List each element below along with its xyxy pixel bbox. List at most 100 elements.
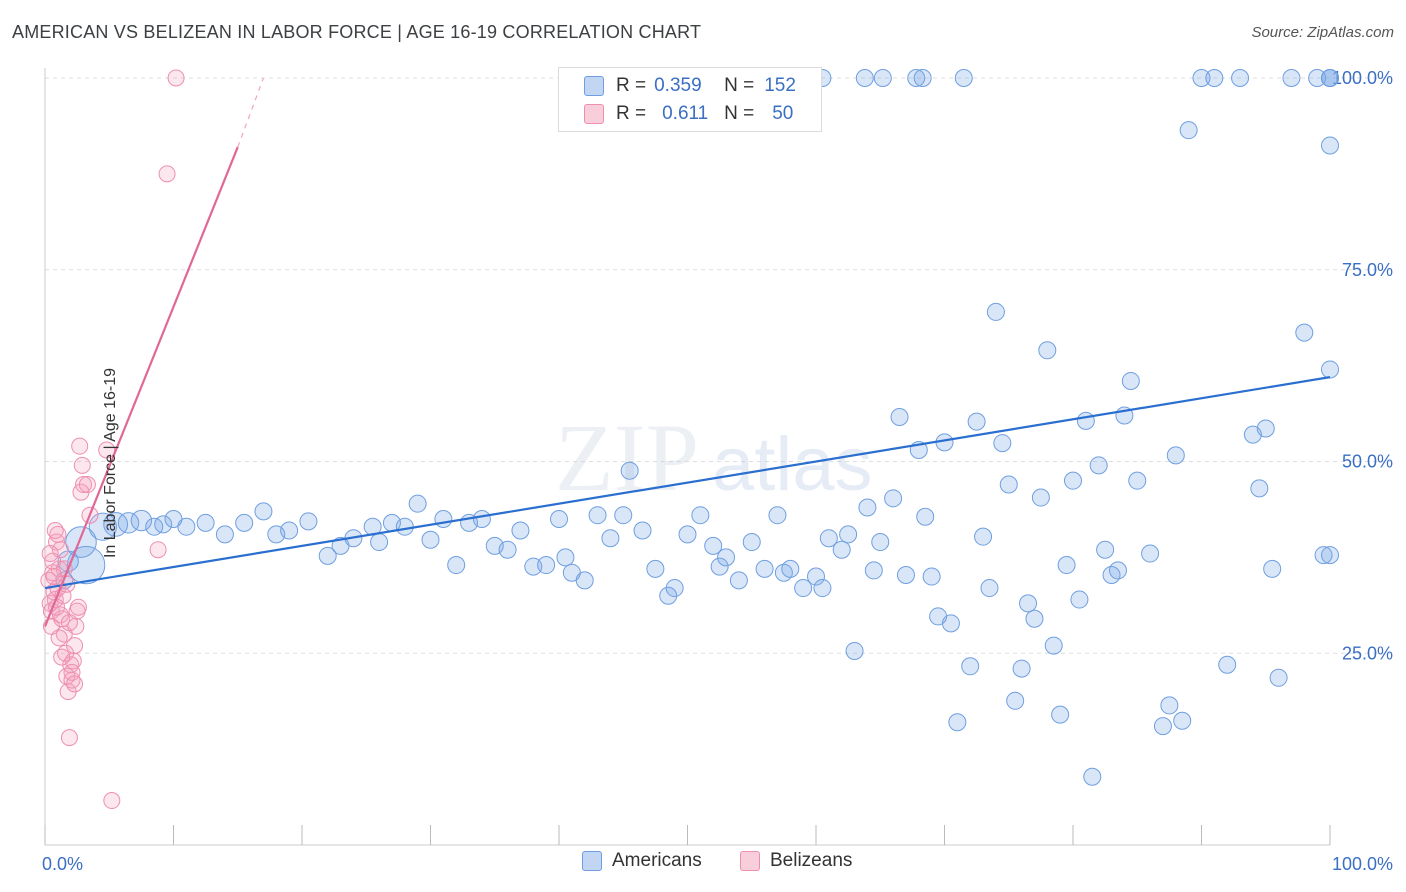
american-point [1321, 69, 1339, 87]
legend-n-label: N = [724, 103, 755, 124]
american-point [1308, 69, 1327, 87]
belizean-point [60, 614, 78, 632]
grid-lines [45, 77, 1390, 654]
american-point [986, 302, 1005, 321]
belizean-point [71, 437, 89, 455]
american-point [472, 510, 491, 529]
american-point [498, 540, 517, 559]
american-point [717, 548, 736, 567]
american-point [1179, 121, 1198, 140]
american-point [646, 559, 665, 578]
american-point [1250, 479, 1269, 498]
american-point [408, 494, 427, 513]
american-point [1019, 594, 1038, 613]
american-point [1173, 711, 1192, 730]
legend-americans: Americans [582, 850, 702, 872]
belizean-point [78, 476, 96, 494]
american-point [130, 509, 153, 532]
american-point [65, 526, 97, 558]
american-point [1295, 323, 1314, 342]
american-point [524, 557, 543, 576]
american-point [575, 571, 594, 590]
american-point [678, 525, 697, 544]
american-point [620, 461, 639, 480]
american-point [864, 561, 883, 580]
american-point [807, 567, 825, 586]
legend-r-value: 0.611 [662, 103, 709, 124]
american-point [890, 408, 909, 427]
american-point [1231, 69, 1250, 87]
american-point [913, 69, 932, 87]
american-point [1263, 559, 1282, 578]
american-point [177, 517, 196, 536]
american-point [421, 530, 440, 549]
watermark-zip: ZIP [555, 404, 699, 511]
legend-belizeans-swatch [740, 851, 760, 871]
american-point [588, 506, 607, 525]
american-point [729, 571, 748, 590]
american-points [55, 69, 1339, 786]
belizean-point [69, 598, 87, 616]
american-point [1321, 136, 1339, 155]
belizean-point [98, 441, 116, 459]
y-axis-label: In Labor Force | Age 16-19 [102, 367, 120, 559]
american-point [665, 579, 684, 598]
belizean-point [53, 648, 71, 666]
american-point [1269, 668, 1288, 687]
american-point [1121, 371, 1140, 390]
legend-n-label: N = [724, 75, 755, 96]
y-tick-label: 50.0% [1342, 452, 1393, 472]
belizean-point [66, 637, 84, 655]
belizean-point [167, 69, 185, 87]
tick-labels: 25.0% 50.0% 75.0% 100.0% 0.0% 100.0% [42, 68, 1393, 874]
american-point [1160, 696, 1179, 715]
american-point [1070, 590, 1089, 609]
american-point [601, 529, 620, 548]
american-point [1083, 767, 1102, 786]
american-point [395, 517, 414, 536]
american-point [235, 513, 254, 532]
belizean-point [75, 476, 93, 494]
american-point [614, 506, 633, 525]
american-point [781, 559, 800, 578]
trend-lines [43, 77, 1331, 627]
legend-r-label: R = [616, 75, 647, 96]
american-point [1102, 566, 1121, 585]
american-point [511, 521, 530, 540]
legend-r-label: R = [616, 103, 647, 124]
american-point [710, 557, 729, 576]
american-point [1057, 556, 1076, 575]
american-point [967, 412, 986, 431]
american-point [254, 502, 273, 521]
y-tick-label: 100.0% [1332, 68, 1393, 88]
legend-swatch-americans [584, 76, 604, 96]
axes [44, 68, 1331, 846]
american-point [855, 69, 874, 87]
american-point [299, 512, 318, 531]
chart-title: AMERICAN VS BELIZEAN IN LABOR FORCE | AG… [12, 22, 702, 42]
american-point [873, 69, 892, 87]
stats-legend: R = 0.359 N = 152 R = 0.611 N = 50 [558, 67, 822, 132]
american-point [742, 533, 761, 552]
american-point [884, 489, 903, 508]
legend-americans-label: Americans [612, 850, 702, 871]
american-point [117, 512, 140, 534]
legend-n-value: 152 [764, 75, 796, 96]
belizean-point [149, 541, 167, 559]
legend-americans-swatch [582, 851, 602, 871]
american-point [556, 548, 575, 567]
american-point [550, 510, 568, 529]
american-point [794, 579, 813, 598]
american-point [1038, 341, 1057, 360]
belizean-point [158, 165, 176, 183]
y-tick-label: 25.0% [1342, 643, 1393, 663]
american-point [1051, 705, 1070, 724]
belizean-trend-extension [237, 77, 265, 148]
belizean-trend-line [43, 146, 239, 627]
american-point [1321, 546, 1339, 565]
belizean-point [60, 729, 78, 747]
american-point [1128, 471, 1147, 490]
american-point [941, 614, 960, 633]
american-trend-line [44, 376, 1331, 590]
